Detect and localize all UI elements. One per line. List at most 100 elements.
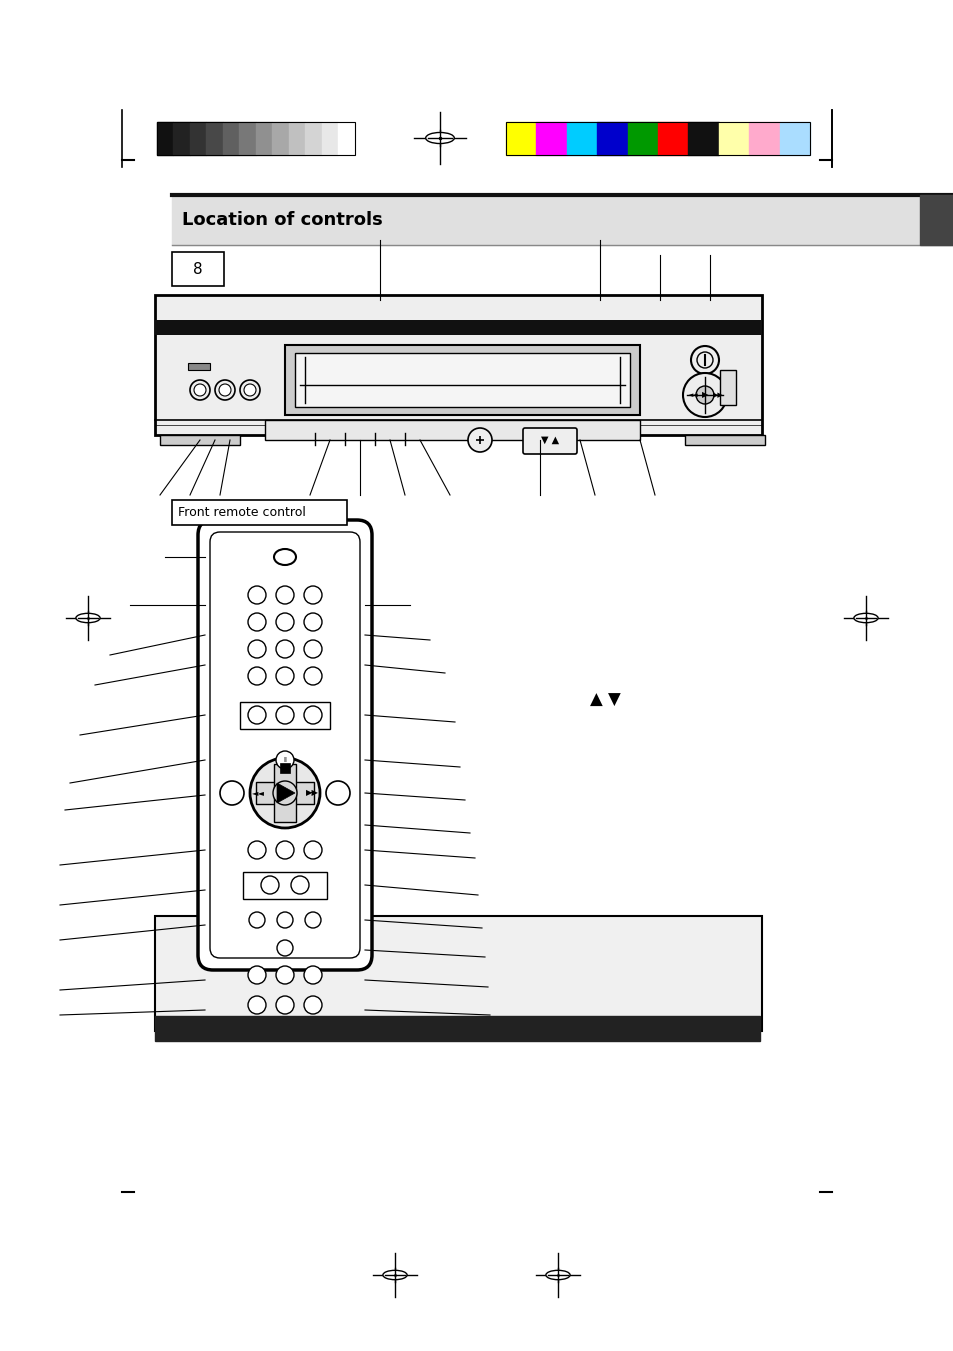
Circle shape <box>248 707 266 724</box>
Bar <box>265 420 639 440</box>
Circle shape <box>276 940 293 957</box>
Bar <box>273 122 289 155</box>
Bar <box>597 122 627 155</box>
Bar <box>172 500 347 526</box>
Bar <box>154 320 761 335</box>
Bar <box>190 122 206 155</box>
Text: ◄◄: ◄◄ <box>252 789 264 797</box>
Circle shape <box>275 996 294 1015</box>
Circle shape <box>248 613 266 631</box>
Ellipse shape <box>76 613 100 623</box>
Circle shape <box>697 353 712 367</box>
Bar <box>172 195 953 245</box>
Bar <box>566 122 597 155</box>
Circle shape <box>468 428 492 453</box>
Circle shape <box>682 373 726 417</box>
Circle shape <box>690 346 719 374</box>
Circle shape <box>305 912 320 928</box>
Bar <box>157 122 173 155</box>
Circle shape <box>304 707 322 724</box>
Bar <box>505 122 536 155</box>
Circle shape <box>304 667 322 685</box>
Circle shape <box>190 380 210 400</box>
Text: ▼ ▲: ▼ ▲ <box>540 435 558 444</box>
Bar <box>322 122 338 155</box>
Bar <box>240 703 330 730</box>
Bar <box>505 122 809 155</box>
Bar <box>223 122 239 155</box>
Circle shape <box>261 875 278 894</box>
Circle shape <box>275 640 294 658</box>
Text: ▲ ▼: ▲ ▼ <box>589 690 620 709</box>
Circle shape <box>275 966 294 984</box>
Circle shape <box>273 781 296 805</box>
Circle shape <box>304 640 322 658</box>
Text: ◄◄: ◄◄ <box>687 392 698 399</box>
Text: 8: 8 <box>193 262 203 277</box>
Circle shape <box>214 380 234 400</box>
Polygon shape <box>154 916 761 1031</box>
Circle shape <box>193 384 206 396</box>
Text: II: II <box>283 757 287 763</box>
Bar <box>919 195 953 245</box>
Bar <box>718 122 748 155</box>
Bar <box>274 765 295 821</box>
Circle shape <box>326 781 350 805</box>
Ellipse shape <box>545 1270 570 1279</box>
Bar <box>160 435 240 444</box>
Text: Front remote control: Front remote control <box>178 505 306 519</box>
Text: ▶: ▶ <box>701 390 707 400</box>
Text: ▶▶: ▶▶ <box>305 789 318 797</box>
Circle shape <box>248 842 266 859</box>
Circle shape <box>304 613 322 631</box>
Bar <box>239 122 255 155</box>
Circle shape <box>248 996 266 1015</box>
Bar <box>294 353 629 407</box>
Circle shape <box>275 613 294 631</box>
Circle shape <box>304 996 322 1015</box>
Bar <box>243 871 327 898</box>
Bar <box>688 122 718 155</box>
Bar <box>289 122 305 155</box>
Circle shape <box>240 380 260 400</box>
FancyBboxPatch shape <box>198 520 372 970</box>
Circle shape <box>304 842 322 859</box>
Circle shape <box>276 912 293 928</box>
Ellipse shape <box>382 1270 407 1279</box>
Bar <box>280 763 290 773</box>
Bar <box>338 122 355 155</box>
Circle shape <box>219 384 231 396</box>
Ellipse shape <box>425 132 454 143</box>
Bar <box>154 295 761 435</box>
Bar <box>684 435 764 444</box>
Circle shape <box>275 751 294 769</box>
Bar <box>720 370 735 405</box>
Bar <box>305 122 322 155</box>
Ellipse shape <box>853 613 877 623</box>
FancyBboxPatch shape <box>522 428 577 454</box>
Circle shape <box>248 966 266 984</box>
Bar <box>536 122 566 155</box>
Circle shape <box>275 707 294 724</box>
Bar <box>658 122 688 155</box>
Bar <box>255 782 314 804</box>
Text: Location of controls: Location of controls <box>182 211 382 230</box>
Bar <box>627 122 658 155</box>
Bar <box>188 363 210 370</box>
Bar <box>255 122 273 155</box>
Bar <box>157 122 355 155</box>
Circle shape <box>220 781 244 805</box>
Circle shape <box>304 966 322 984</box>
Bar <box>779 122 809 155</box>
Circle shape <box>250 758 319 828</box>
Polygon shape <box>276 784 294 802</box>
Circle shape <box>304 586 322 604</box>
Circle shape <box>275 842 294 859</box>
Circle shape <box>248 667 266 685</box>
Ellipse shape <box>274 549 295 565</box>
Circle shape <box>696 386 713 404</box>
Circle shape <box>244 384 255 396</box>
Bar <box>748 122 779 155</box>
Text: ▶▶: ▶▶ <box>712 392 722 399</box>
Polygon shape <box>154 1016 760 1042</box>
